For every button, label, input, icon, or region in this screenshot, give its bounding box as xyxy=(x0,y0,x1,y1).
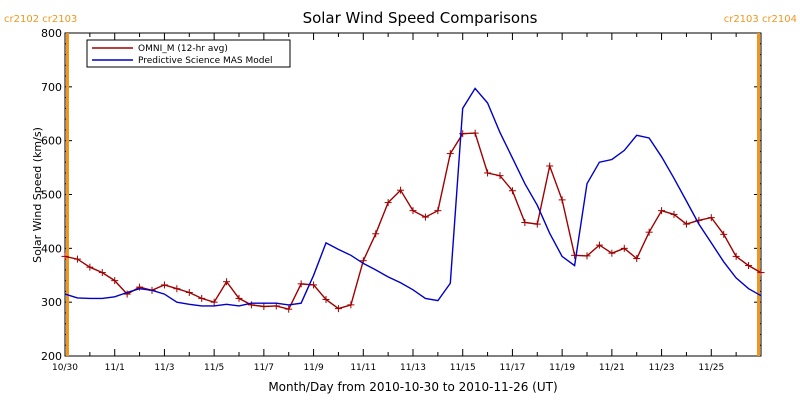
data-point-omni xyxy=(745,262,753,270)
plot-frame xyxy=(64,32,762,357)
data-point-omni xyxy=(521,218,529,226)
data-point-omni xyxy=(86,263,94,271)
cr-label-right: cr2103 cr2104 xyxy=(724,14,797,25)
y-tick-label: 500 xyxy=(41,189,62,202)
carrington-markers xyxy=(65,33,761,356)
x-tick-label: 11/15 xyxy=(450,363,476,373)
x-tick-label: 11/5 xyxy=(204,363,224,373)
data-point-omni xyxy=(471,129,479,137)
y-tick-label: 400 xyxy=(41,242,62,255)
data-point-omni xyxy=(61,252,69,260)
data-point-omni xyxy=(347,301,355,309)
data-point-omni xyxy=(496,172,504,180)
legend-label-mas: Predictive Science MAS Model xyxy=(138,56,273,66)
data-point-omni xyxy=(732,252,740,260)
data-point-omni xyxy=(247,301,255,309)
y-tick-label: 300 xyxy=(41,296,62,309)
data-point-omni xyxy=(322,295,330,303)
data-point-omni xyxy=(223,278,231,286)
cr-label-left: cr2102 cr2103 xyxy=(4,14,77,25)
data-point-omni xyxy=(707,214,715,222)
data-point-omni xyxy=(310,281,318,289)
data-point-omni xyxy=(173,285,181,293)
data-point-omni xyxy=(372,230,380,238)
data-point-omni xyxy=(160,281,168,289)
data-point-omni xyxy=(558,196,566,204)
data-point-omni xyxy=(397,186,405,194)
x-tick-label: 11/1 xyxy=(105,363,125,373)
data-point-omni xyxy=(409,207,417,215)
legend-box xyxy=(86,39,291,68)
data-point-omni xyxy=(421,213,429,221)
x-tick-label: 11/17 xyxy=(499,363,525,373)
data-point-omni xyxy=(620,244,628,252)
data-point-omni xyxy=(434,207,442,215)
axes-layer: 200 300 400 500 600 700 800 10/30 11/1 11/3 11/5 11… xyxy=(41,27,762,373)
data-point-omni xyxy=(583,252,591,260)
x-tick-label: 11/19 xyxy=(549,363,575,373)
data-point-omni xyxy=(670,210,678,218)
y-tick-label: 200 xyxy=(41,350,62,363)
data-point-omni xyxy=(571,251,579,259)
y-tick-label: 800 xyxy=(41,27,62,40)
data-point-omni xyxy=(198,294,206,302)
data-point-omni xyxy=(720,230,728,238)
series-layer xyxy=(61,87,765,313)
data-point-omni xyxy=(285,305,293,313)
series-line-mas xyxy=(64,87,762,307)
x-tick-label: 11/11 xyxy=(350,363,376,373)
data-point-omni xyxy=(595,241,603,249)
data-point-omni xyxy=(682,220,690,228)
x-tick-label: 11/23 xyxy=(649,363,675,373)
data-point-omni xyxy=(484,169,492,177)
data-point-omni xyxy=(608,249,616,257)
data-point-omni xyxy=(645,228,653,236)
data-point-omni xyxy=(111,277,119,285)
y-tick-label: 600 xyxy=(41,135,62,148)
x-tick-label: 11/3 xyxy=(154,363,174,373)
series-line-omni xyxy=(64,132,762,311)
data-point-omni xyxy=(446,150,454,158)
x-tick-label: 11/25 xyxy=(698,363,724,373)
x-tick-label: 10/30 xyxy=(52,363,78,373)
data-point-omni xyxy=(658,207,666,215)
data-point-omni xyxy=(98,269,106,277)
data-point-omni xyxy=(73,255,81,263)
data-point-omni xyxy=(297,280,305,288)
y-tick-label: 700 xyxy=(41,81,62,94)
data-point-omni xyxy=(633,255,641,263)
x-tick-label: 11/7 xyxy=(254,363,274,373)
x-tick-label: 11/21 xyxy=(599,363,625,373)
legend-label-omni: OMNI_M (12-hr avg) xyxy=(138,44,228,54)
data-point-omni xyxy=(334,305,342,313)
y-axis-label: Solar Wind Speed (km/s) xyxy=(31,127,44,263)
data-point-omni xyxy=(185,288,193,296)
x-tick-label: 11/9 xyxy=(303,363,323,373)
data-point-omni xyxy=(508,187,516,195)
data-point-omni xyxy=(210,298,218,306)
data-point-omni xyxy=(757,269,765,277)
data-point-omni xyxy=(384,199,392,207)
x-axis-label: Month/Day from 2010-10-30 to 2010-11-26 … xyxy=(268,380,557,394)
data-point-omni xyxy=(260,302,268,310)
chart-title: Solar Wind Speed Comparisons xyxy=(303,9,538,27)
data-point-omni xyxy=(546,162,554,170)
legend: OMNI_M (12-hr avg) Predictive Science MA… xyxy=(86,39,291,68)
data-point-omni xyxy=(235,294,243,302)
x-tick-label: 11/13 xyxy=(400,363,426,373)
data-point-omni xyxy=(533,220,541,228)
